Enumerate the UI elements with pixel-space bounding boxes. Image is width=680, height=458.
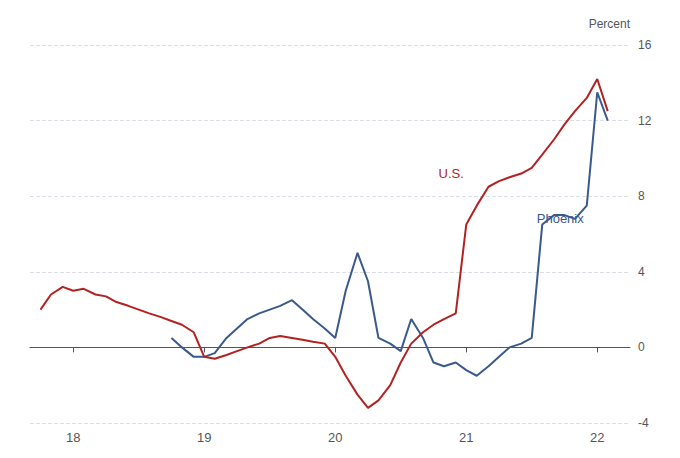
svg-text:21: 21: [459, 430, 473, 445]
svg-text:18: 18: [66, 430, 80, 445]
svg-text:8: 8: [638, 189, 645, 203]
svg-text:20: 20: [328, 430, 342, 445]
svg-text:16: 16: [638, 38, 652, 52]
svg-text:-4: -4: [638, 416, 649, 430]
svg-text:Phoenix: Phoenix: [537, 211, 584, 226]
svg-text:Percent: Percent: [589, 17, 631, 31]
svg-text:U.S.: U.S.: [438, 166, 463, 181]
svg-text:12: 12: [638, 114, 652, 128]
svg-text:0: 0: [638, 340, 645, 354]
svg-text:22: 22: [590, 430, 604, 445]
svg-text:4: 4: [638, 265, 645, 279]
svg-text:19: 19: [197, 430, 211, 445]
